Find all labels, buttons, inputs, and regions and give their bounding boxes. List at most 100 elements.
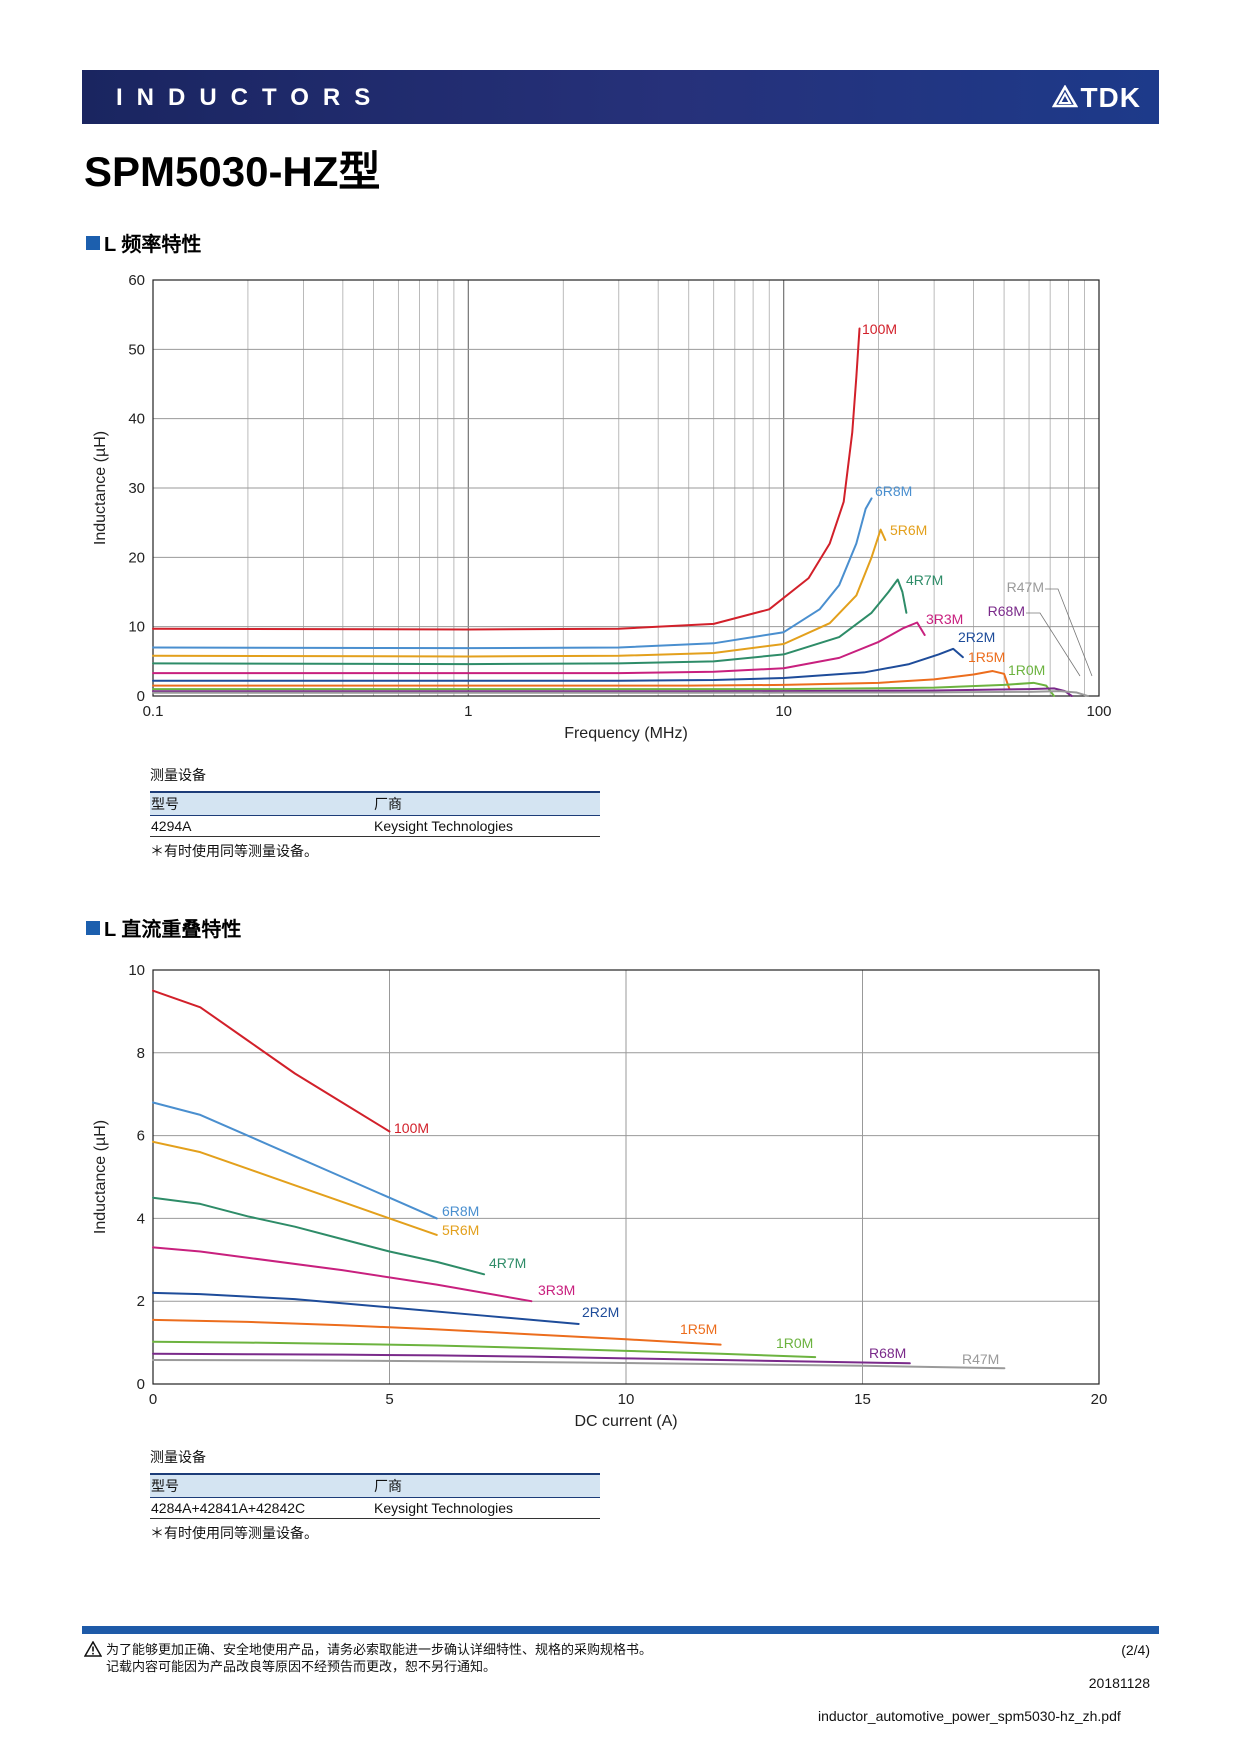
y-tick-label: 0 <box>137 688 145 705</box>
series-label-3r3m: 3R3M <box>926 611 963 627</box>
equipment-header-model: 型号 <box>150 1473 373 1498</box>
leader-line-r47m <box>1045 588 1093 677</box>
series-line-1r0m <box>152 1340 817 1359</box>
series-line-4r7m <box>152 578 908 666</box>
series-line-1r5m <box>152 670 1011 691</box>
series-line-1r5m <box>152 1318 722 1346</box>
x-axis-label: DC current (A) <box>574 1413 677 1430</box>
series-line-6r8m <box>152 497 873 650</box>
series-label-1r0m: 1R0M <box>1008 662 1045 678</box>
y-tick-label: 40 <box>128 411 145 428</box>
warning-icon <box>84 1641 102 1657</box>
y-tick-label: 50 <box>128 341 145 358</box>
series-line-r68m <box>152 1352 911 1365</box>
x-tick-label: 100 <box>1086 703 1111 720</box>
frequency-chart: 0 10 20 30 40 50 60 0.1 1 10 100 Frequency (MHz) Ind… <box>92 272 1112 742</box>
y-tick-label: 6 <box>137 1128 145 1145</box>
footer-note-2: 记载内容可能因为产品改良等原因不经预告而更改，恕不另行通知。 <box>106 1659 497 1674</box>
series-line-5r6m <box>152 528 887 658</box>
equipment-maker: Keysight Technologies <box>373 1497 600 1519</box>
equipment-table: 型号 厂商 4294A Keysight Technologies <box>150 791 600 837</box>
series-line-3r3m <box>152 621 926 675</box>
equipment-block-1: 测量设备 型号 厂商 4294A Keysight Technologies ＊… <box>150 765 600 861</box>
equipment-note: ＊有时使用同等测量设备。 <box>150 843 318 859</box>
series-label-4r7m: 4R7M <box>906 572 943 588</box>
plot-frame <box>152 279 1100 697</box>
brand-logo: TDK <box>1052 82 1141 114</box>
x-axis-label: Frequency (MHz) <box>564 725 688 742</box>
equipment-block-2: 测量设备 型号 厂商 4284A+42841A+42842C Keysight … <box>150 1447 600 1543</box>
series-label-r68m: R68M <box>869 1345 906 1361</box>
y-axis-label: Inductance (µH) <box>92 431 109 545</box>
series-label-r68m: R68M <box>988 603 1025 619</box>
leader-line-r68m <box>1026 612 1081 677</box>
equipment-model: 4284A+42841A+42842C <box>150 1497 373 1519</box>
series-line-r47m <box>152 690 1089 697</box>
series-label-1r0m: 1R0M <box>776 1335 813 1351</box>
equipment-model: 4294A <box>150 815 373 837</box>
page-number: (2/4) <box>1121 1642 1150 1658</box>
series-line-5r6m <box>152 1140 438 1236</box>
series-label-6r8m: 6R8M <box>442 1203 479 1219</box>
series-label-4r7m: 4R7M <box>489 1255 526 1271</box>
section-title-text: L 频率特性 <box>104 234 202 256</box>
series-label-3r3m: 3R3M <box>538 1282 575 1298</box>
y-tick-label: 0 <box>137 1376 145 1393</box>
x-tick-label: 5 <box>385 1391 393 1408</box>
series-line-100m <box>152 989 391 1133</box>
equipment-header-model: 型号 <box>150 791 373 816</box>
series-label-100m: 100M <box>862 321 897 337</box>
y-axis-label: Inductance (µH) <box>92 1120 109 1234</box>
x-tick-label: 20 <box>1091 1391 1108 1408</box>
series-line-r68m <box>152 687 1073 697</box>
equipment-table: 型号 厂商 4284A+42841A+42842C Keysight Techn… <box>150 1473 600 1519</box>
section-title-text: L 直流重叠特性 <box>104 919 242 941</box>
equipment-header-maker: 厂商 <box>373 791 600 816</box>
series-label-5r6m: 5R6M <box>442 1222 479 1238</box>
x-tick-label: 0 <box>149 1391 157 1408</box>
x-tick-label: 10 <box>775 703 792 720</box>
y-tick-label: 4 <box>137 1210 145 1227</box>
series-line-1r0m <box>152 681 1056 697</box>
brand-name: TDK <box>1080 82 1141 113</box>
series-label-r47m: R47M <box>1007 579 1044 595</box>
equipment-caption: 测量设备 <box>150 767 206 783</box>
footer-bar <box>82 1626 1159 1634</box>
equipment-maker: Keysight Technologies <box>373 815 600 837</box>
series-label-100m: 100M <box>394 1120 429 1136</box>
y-tick-label: 10 <box>128 962 145 979</box>
x-tick-label: 0.1 <box>143 703 164 720</box>
series-label-5r6m: 5R6M <box>890 522 927 538</box>
y-tick-label: 8 <box>137 1045 145 1062</box>
y-tick-label: 2 <box>137 1293 145 1310</box>
section-title-dc-bias: L 直流重叠特性 <box>86 913 241 942</box>
x-tick-label: 10 <box>618 1391 635 1408</box>
equipment-note: ＊有时使用同等测量设备。 <box>150 1525 318 1541</box>
dc-bias-chart: 0 2 4 6 8 10 0 5 10 15 20 DC current (A) Inductance … <box>92 962 1108 1430</box>
series-label-1r5m: 1R5M <box>680 1321 717 1337</box>
y-tick-label: 20 <box>128 549 145 566</box>
series-label-2r2m: 2R2M <box>958 629 995 645</box>
series-line-100m <box>152 327 861 631</box>
series-label-1r5m: 1R5M <box>968 649 1005 665</box>
section-marker-icon <box>86 235 100 250</box>
y-tick-label: 10 <box>128 619 145 636</box>
series-line-3r3m <box>152 1246 533 1303</box>
series-line-r47m <box>152 1358 1006 1370</box>
series-label-r47m: R47M <box>962 1351 999 1367</box>
x-tick-label: 1 <box>464 703 472 720</box>
series-label-2r2m: 2R2M <box>582 1304 619 1320</box>
y-tick-label: 30 <box>128 480 145 497</box>
series-label-6r8m: 6R8M <box>875 483 912 499</box>
document-date: 20181128 <box>1088 1675 1150 1691</box>
header-banner: INDUCTORS TDK <box>82 70 1159 124</box>
document-name: inductor_automotive_power_spm5030-hz_zh.… <box>818 1708 1121 1724</box>
plot-frame <box>152 969 1100 1385</box>
series-line-6r8m <box>152 1101 438 1220</box>
banner-title: INDUCTORS <box>116 84 385 111</box>
section-marker-icon <box>86 920 100 935</box>
footer-note-1: 为了能够更加正确、安全地使用产品，请务必索取能进一步确认详细特性、规格的采购规格… <box>106 1642 653 1657</box>
page-title: SPM5030-HZ型 <box>84 148 381 195</box>
x-tick-label: 15 <box>854 1391 871 1408</box>
equipment-header-maker: 厂商 <box>373 1473 600 1498</box>
